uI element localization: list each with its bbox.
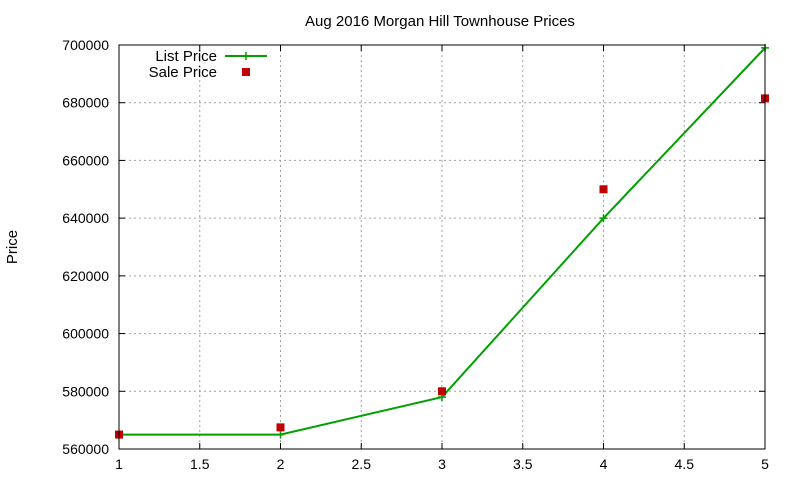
legend-marker: [242, 52, 250, 60]
data-point: [276, 430, 285, 439]
y-tick-label: 680000: [62, 95, 109, 111]
y-tick-labels: 560000 580000 600000 620000 640000 660000 6800…: [62, 37, 109, 457]
y-tick-label: 620000: [62, 268, 109, 284]
x-tick-label: 4.5: [675, 456, 695, 472]
data-point: [438, 387, 446, 396]
x-tick-label: 1.5: [190, 456, 210, 472]
x-tick-labels: 1 1.5 2 2.5 3 3.5 4 4.5 5: [115, 456, 769, 472]
grid: [119, 45, 765, 449]
legend-label: List Price: [155, 48, 217, 65]
x-tick-label: 2.5: [352, 456, 372, 472]
x-tick-label: 4: [600, 456, 608, 472]
data-point: [276, 423, 285, 432]
data-point: [599, 185, 608, 194]
y-tick-label: 560000: [62, 441, 109, 457]
chart-title: Aug 2016 Morgan Hill Townhouse Prices: [305, 13, 575, 30]
y-tick-label: 640000: [62, 210, 109, 226]
data-point: [599, 214, 608, 223]
y-tick-label: 660000: [62, 152, 109, 168]
y-tick-label: 700000: [62, 37, 109, 53]
x-tick-label: 3: [438, 456, 446, 472]
legend-label: Sale Price: [149, 64, 217, 81]
legend-marker: [242, 68, 250, 76]
x-tick-label: 2: [277, 456, 285, 472]
plot-frame: [118, 44, 766, 450]
y-axis-label: Price: [4, 230, 21, 264]
x-tick-label: 5: [761, 456, 769, 472]
y-tick-label: 580000: [62, 383, 109, 399]
y-tick-label: 600000: [62, 326, 109, 342]
x-tick-label: 3.5: [513, 456, 533, 472]
x-tick-label: 1: [115, 456, 123, 472]
